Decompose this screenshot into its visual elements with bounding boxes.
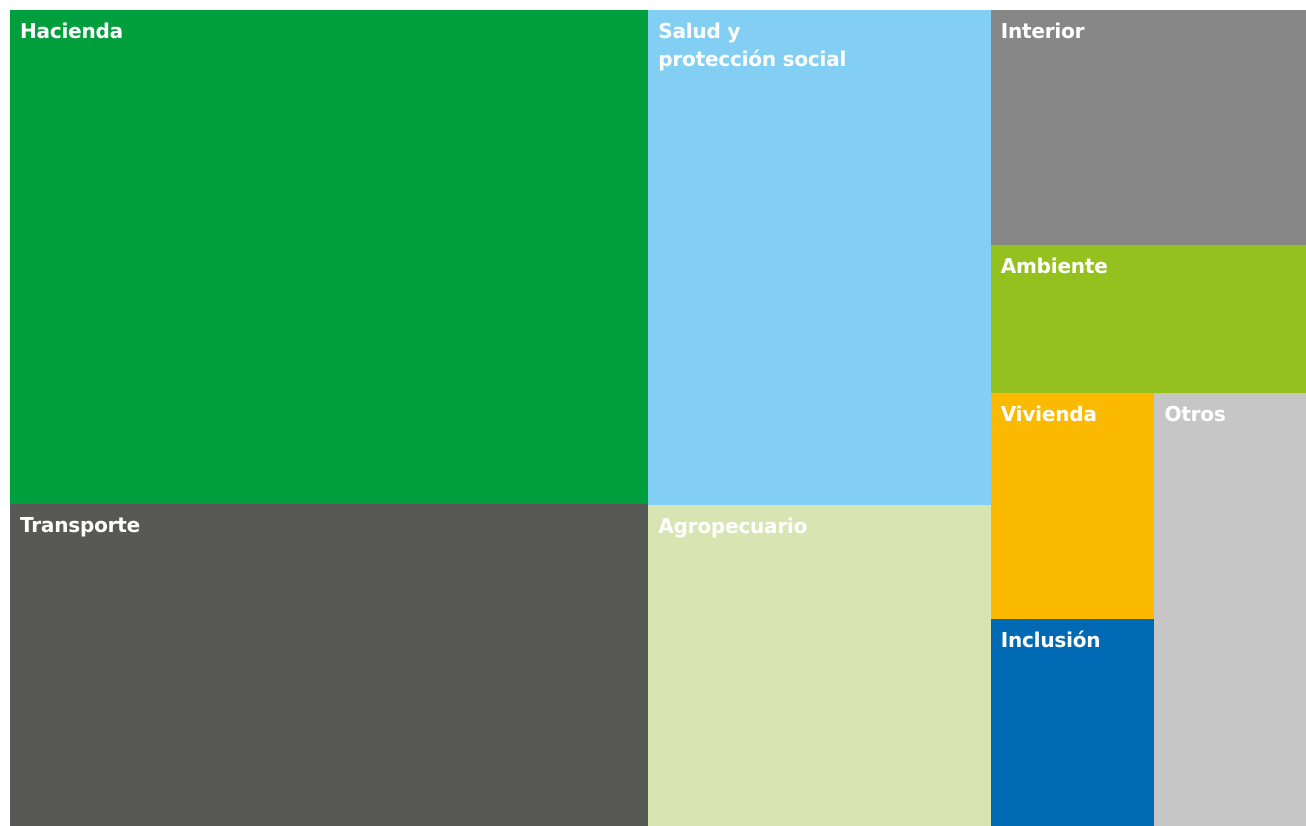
cell-label: Salud y protección social bbox=[658, 19, 847, 71]
cell-label: Interior bbox=[1000, 19, 1085, 43]
treemap: Hacienda Transporte Salud y protección soc… bbox=[10, 10, 1306, 826]
treemap-cell: Otros bbox=[1154, 392, 1306, 826]
treemap-cell: Inclusión bbox=[990, 619, 1155, 826]
cell-label: Ambiente bbox=[1000, 254, 1108, 279]
treemap-cell: Hacienda bbox=[10, 10, 649, 505]
cell-label: Vivienda bbox=[1000, 401, 1097, 426]
treemap-cell: Transporte bbox=[10, 504, 649, 826]
treemap-cell: Agropecuario bbox=[648, 504, 991, 826]
treemap-cell: Interior bbox=[990, 10, 1306, 246]
treemap-cell: Salud y protección social bbox=[648, 10, 991, 505]
cell-label: Hacienda bbox=[20, 19, 123, 43]
cell-label: Inclusión bbox=[1000, 628, 1101, 653]
treemap-cell: Ambiente bbox=[990, 245, 1306, 393]
cell-label: Agropecuario bbox=[658, 513, 808, 538]
treemap-cell: Vivienda bbox=[990, 392, 1155, 620]
cell-label: Transporte bbox=[20, 513, 140, 538]
cell-label: Otros bbox=[1164, 401, 1226, 426]
